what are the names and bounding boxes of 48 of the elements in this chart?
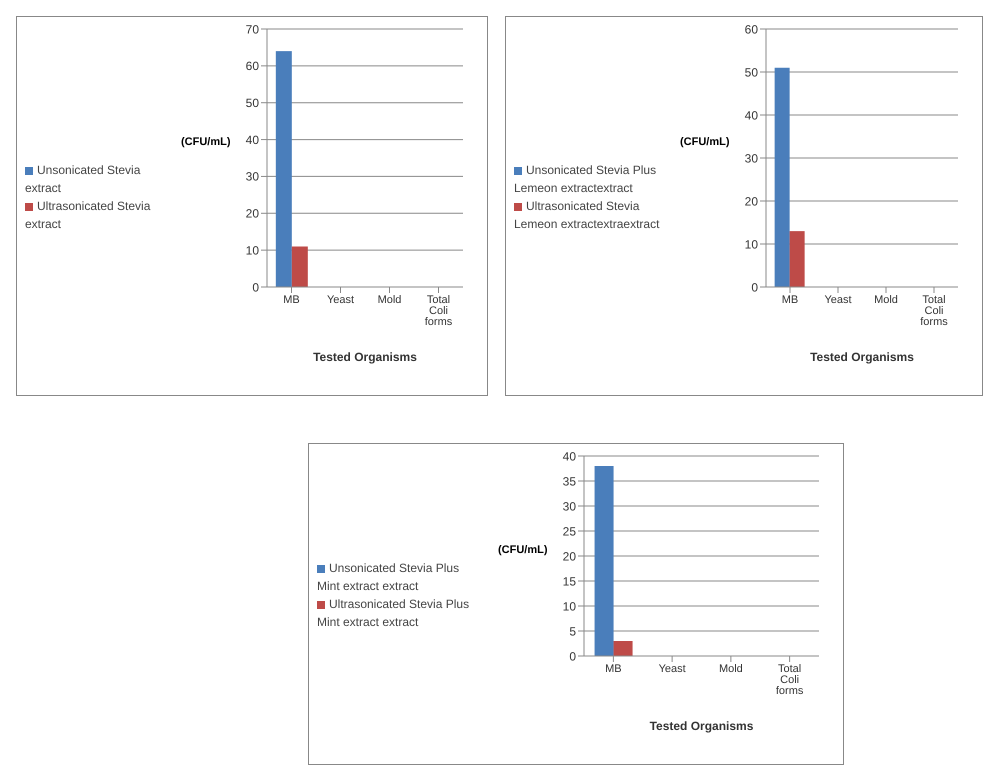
y-axis-title: (CFU/mL) — [498, 544, 548, 556]
y-axis-title: (CFU/mL) — [680, 136, 730, 148]
y-tick-label: 30 — [562, 499, 576, 514]
y-tick-label: 30 — [744, 151, 758, 166]
y-tick-label: 0 — [569, 649, 576, 664]
legend-label: Unsonicated Stevia extract — [25, 163, 140, 195]
y-tick-label: 40 — [562, 449, 576, 464]
y-tick-label: 35 — [562, 474, 576, 488]
x-axis-title: Tested Organisms — [650, 719, 754, 733]
y-tick-label: 40 — [246, 132, 260, 147]
x-axis-title: Tested Organisms — [313, 350, 418, 364]
y-tick-label: 60 — [246, 59, 260, 74]
x-tick-label: Yeast — [824, 294, 852, 306]
y-tick-label: 10 — [744, 237, 758, 252]
y-tick-label: 20 — [562, 549, 576, 564]
y-tick-label: 70 — [246, 22, 260, 36]
y-tick-label: 60 — [744, 22, 758, 36]
y-tick-label: 15 — [562, 574, 576, 588]
x-tick-label: Mold — [874, 294, 898, 306]
x-tick-label: Mold — [378, 294, 402, 306]
legend-label: Ultrasonicated Stevia Lemeon extractextraextract — [514, 199, 660, 231]
legend-label: Unsonicated Stevia Plus Mint extract extract — [317, 561, 460, 593]
x-tick-label: Total Coli forms — [424, 294, 453, 328]
x-tick-label: MB — [283, 294, 300, 306]
x-tick-label: Total Coli forms — [920, 294, 948, 328]
x-tick-label: Mold — [718, 662, 743, 675]
y-tick-label: 50 — [744, 65, 758, 80]
x-tick-label: Total Coli forms — [776, 662, 804, 697]
y-axis-title: (CFU/mL) — [181, 136, 230, 148]
y-tick-label: 30 — [246, 170, 260, 184]
legend-label: Ultrasonicated Stevia Plus Mint extract extract — [317, 597, 470, 629]
y-tick-label: 5 — [569, 624, 576, 638]
x-axis-title: Tested Organisms — [810, 350, 914, 364]
y-tick-label: 10 — [562, 599, 576, 614]
y-tick-label: 0 — [252, 280, 260, 294]
legend-label: Ultrasonicated Stevia extract — [25, 199, 150, 231]
x-tick-label: MB — [605, 662, 622, 675]
y-tick-label: 50 — [246, 96, 260, 110]
x-tick-label: Yeast — [658, 662, 686, 675]
legend-label: Unsonicated Stevia Plus Lemeon extractextract — [514, 163, 656, 195]
x-tick-label: MB — [782, 294, 798, 306]
y-tick-label: 25 — [562, 524, 576, 538]
y-tick-label: 0 — [751, 280, 758, 294]
x-tick-label: Yeast — [326, 294, 354, 306]
y-tick-label: 10 — [246, 243, 260, 258]
y-tick-label: 20 — [246, 206, 260, 221]
y-tick-label: 40 — [744, 108, 758, 122]
y-tick-label: 20 — [744, 194, 758, 208]
